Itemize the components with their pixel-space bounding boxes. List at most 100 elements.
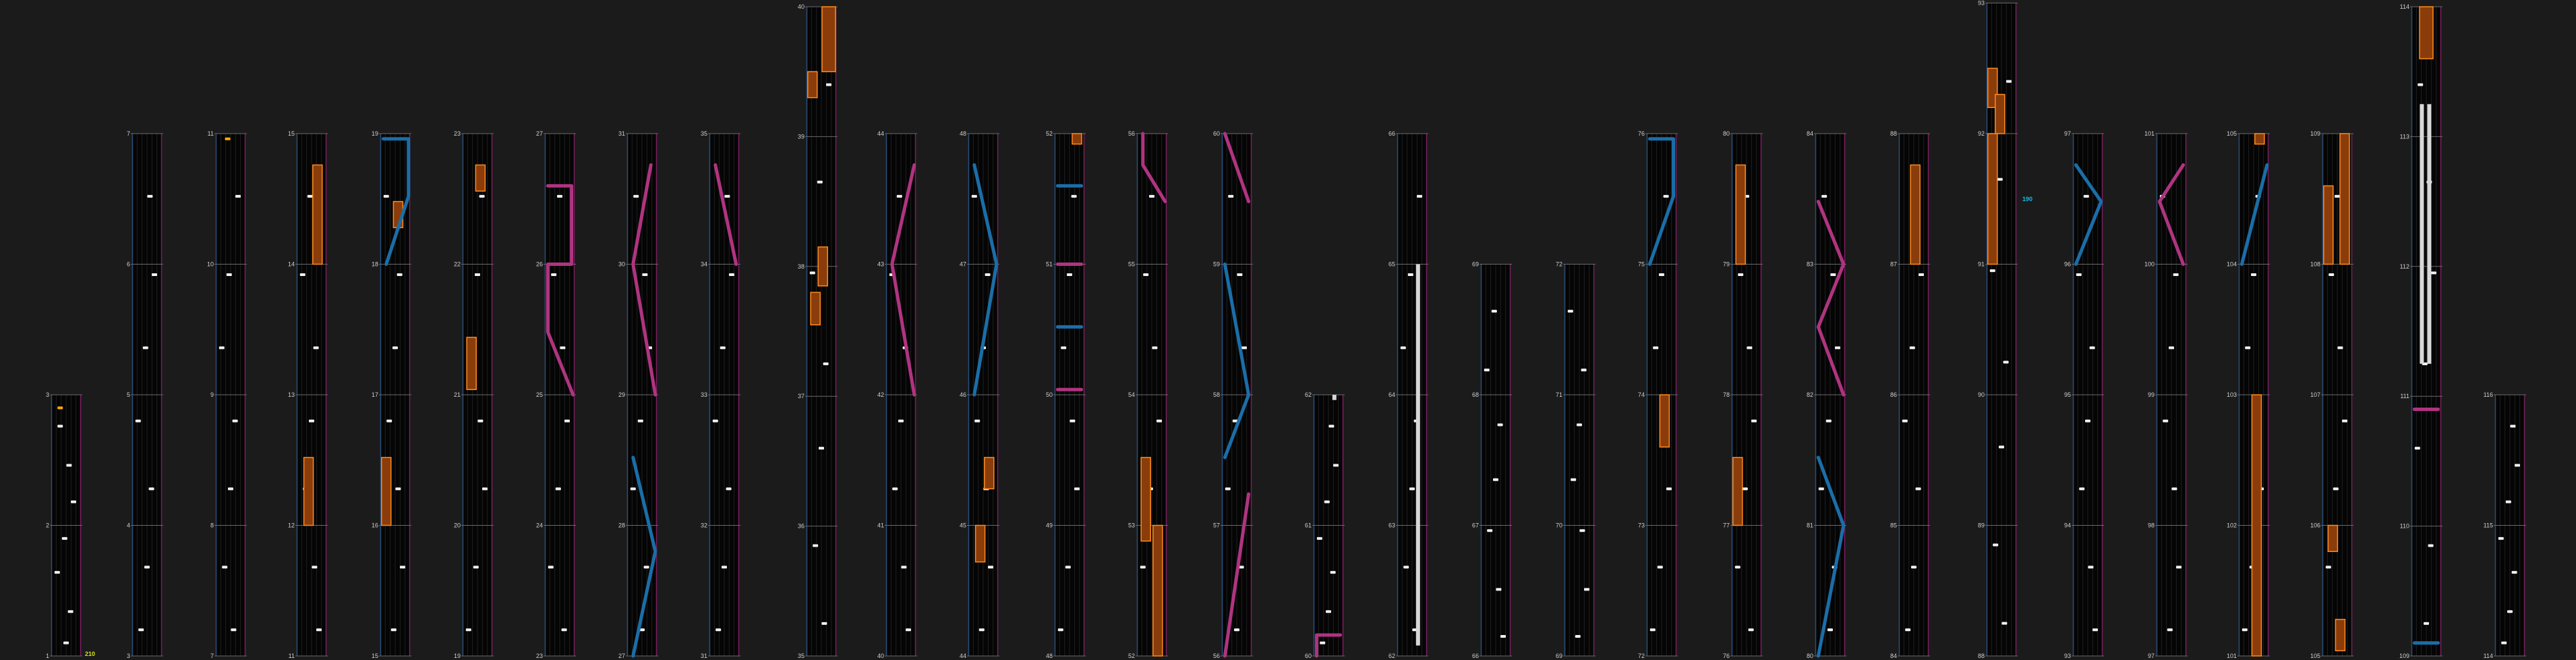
measure-number: 70	[1556, 522, 1562, 529]
measure-number: 65	[1388, 261, 1395, 268]
tap-note	[2088, 566, 2094, 569]
tap-note	[2176, 566, 2182, 569]
measure-number: 20	[454, 522, 461, 529]
slide-path	[381, 137, 411, 266]
tap-note	[1328, 424, 1335, 428]
measure-number: 48	[960, 130, 966, 137]
measure-number: 57	[1213, 522, 1220, 529]
measure-number: 108	[2310, 261, 2320, 268]
tap-note	[1417, 194, 1422, 198]
measure-number: 56	[1128, 130, 1135, 137]
tap-note	[1821, 194, 1827, 198]
measure-number: 38	[798, 263, 804, 270]
measure-column	[708, 133, 740, 657]
measure-number: 21	[454, 391, 461, 398]
measure-number: 84	[1890, 653, 1897, 659]
white-hold	[2420, 104, 2424, 364]
tap-note	[1232, 419, 1238, 422]
measure-number: 7	[127, 130, 130, 137]
measure-number: 10	[207, 261, 214, 268]
measure-number: 74	[1638, 391, 1645, 398]
tap-note	[1326, 610, 1331, 613]
tap-note	[1653, 346, 1659, 350]
measure-number: 62	[1388, 653, 1395, 659]
measure-number: 34	[701, 261, 707, 268]
tap-note	[138, 628, 144, 632]
tap-note	[1493, 478, 1498, 481]
measure-number: 97	[2148, 653, 2155, 659]
tap-note	[482, 487, 488, 491]
tap-note	[2511, 571, 2517, 574]
measure-number: 44	[960, 653, 966, 659]
measure-number: 23	[536, 653, 543, 659]
tap-note	[152, 273, 157, 276]
measure-number: 50	[1046, 391, 1053, 398]
tap-note	[1902, 419, 1908, 422]
hold-note	[1995, 94, 2006, 134]
tap-note	[2245, 346, 2251, 350]
hold-note	[2327, 524, 2339, 552]
tap-note	[1748, 628, 1754, 632]
tap-note	[1330, 571, 1336, 574]
tap-note	[2079, 487, 2085, 491]
tap-note	[232, 419, 238, 422]
hold-note	[2254, 133, 2265, 145]
hold-note	[2251, 394, 2262, 657]
measure-number: 37	[798, 393, 804, 400]
measure-number: 110	[2400, 523, 2409, 530]
tap-note	[1919, 273, 1924, 276]
measure-number: 59	[1213, 261, 1220, 268]
tap-note	[231, 628, 237, 632]
tap-note	[2006, 80, 2012, 83]
tap-note	[898, 419, 904, 422]
measure-column	[2410, 6, 2442, 657]
measure-number: 2	[46, 522, 49, 529]
measure-number: 66	[1388, 130, 1395, 137]
tap-note	[475, 273, 480, 276]
tap-note	[2505, 500, 2511, 503]
tap-note	[1496, 588, 1502, 591]
tap-note	[1649, 628, 1656, 632]
tap-note	[144, 566, 150, 569]
measure-number: 40	[798, 3, 804, 10]
tap-note	[383, 194, 389, 198]
measure-column	[131, 133, 163, 657]
tap-note	[1400, 346, 1406, 350]
tap-note	[2501, 641, 2507, 644]
tap-note	[2335, 194, 2340, 198]
measure-number: 29	[618, 391, 625, 398]
tap-note	[313, 346, 319, 350]
slide-path	[2074, 163, 2103, 266]
measure-column	[1814, 133, 1846, 657]
measure-number: 113	[2400, 133, 2409, 140]
measure-number: 101	[2144, 130, 2155, 137]
slide-path	[2157, 163, 2186, 266]
tap-note	[1152, 346, 1158, 350]
measure-number: 93	[1978, 0, 1985, 7]
tap-note	[1827, 628, 1833, 632]
tap-note	[1316, 537, 1322, 540]
measure-column	[295, 133, 328, 657]
tap-note	[978, 628, 985, 632]
tap-note	[228, 487, 233, 491]
slide-path	[1223, 132, 1251, 204]
tap-note	[1061, 346, 1067, 350]
tap-note	[1333, 464, 1339, 467]
hold-note	[2419, 6, 2434, 59]
tap-note	[2171, 487, 2177, 491]
tap-note	[1989, 269, 1995, 273]
tap-note	[1734, 566, 1740, 569]
tap-note	[1238, 566, 1244, 569]
tap-note	[2001, 622, 2008, 625]
measure-number: 83	[1807, 261, 1813, 268]
tap-note	[1065, 566, 1071, 569]
tap-note	[2167, 628, 2173, 632]
measure-column	[2155, 133, 2188, 657]
tap-note	[57, 406, 63, 410]
tap-note	[2083, 194, 2089, 198]
tap-note	[1575, 634, 1581, 638]
measure-number: 36	[798, 523, 804, 530]
tap-note	[642, 273, 648, 276]
tap-note	[1237, 273, 1243, 276]
